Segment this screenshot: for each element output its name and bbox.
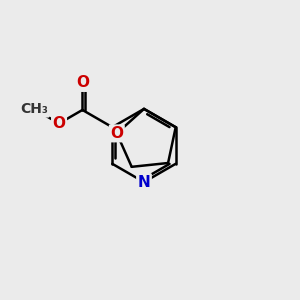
Text: O: O <box>52 116 65 131</box>
Text: O: O <box>110 126 123 141</box>
Text: CH₃: CH₃ <box>20 102 48 116</box>
Text: N: N <box>138 175 150 190</box>
Text: O: O <box>76 75 89 90</box>
